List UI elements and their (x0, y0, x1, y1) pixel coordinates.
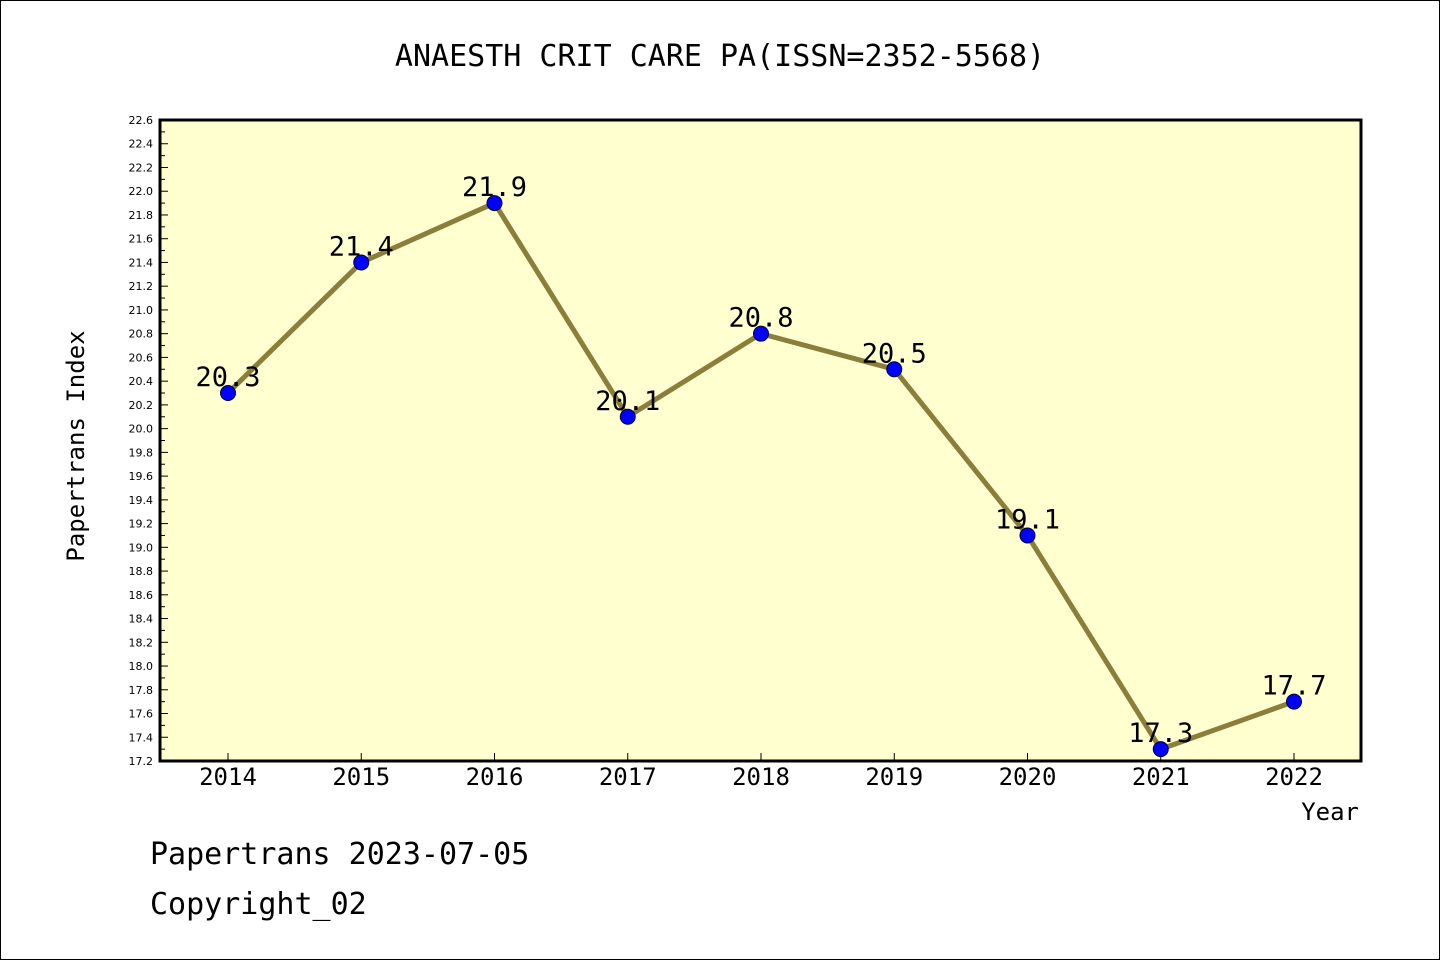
data-label: 20.3 (195, 362, 260, 393)
y-tick-label: 22.6 (129, 114, 154, 127)
x-tick-label: 2019 (865, 763, 923, 791)
y-tick-label: 22.0 (129, 185, 154, 198)
data-label: 20.1 (595, 386, 660, 417)
y-tick-label: 18.0 (129, 660, 154, 673)
x-tick-label: 2020 (999, 763, 1057, 791)
x-tick-label: 2016 (466, 763, 524, 791)
data-point (486, 195, 503, 212)
y-tick-label: 22.2 (129, 161, 154, 174)
y-tick-label: 19.2 (129, 518, 154, 531)
data-points-group (220, 195, 1302, 758)
x-tick-label: 2014 (199, 763, 257, 791)
y-tick-label: 20.6 (129, 351, 154, 364)
y-tick-label: 21.6 (129, 233, 154, 246)
y-tick-label: 20.8 (129, 328, 154, 341)
y-tick-label: 19.0 (129, 541, 154, 554)
y-tick-label: 18.8 (129, 565, 154, 578)
footer-date: Papertrans 2023-07-05 (150, 837, 529, 872)
y-tick-label: 18.2 (129, 636, 154, 649)
data-label: 19.1 (995, 504, 1060, 535)
data-point (1019, 527, 1036, 544)
data-point (619, 408, 636, 425)
data-label: 20.5 (862, 338, 927, 369)
y-tick-label: 17.8 (129, 684, 154, 697)
x-tick-label: 2015 (332, 763, 390, 791)
y-axis-label: Papertrans Index (62, 330, 90, 561)
x-tick-label: 2018 (732, 763, 790, 791)
data-label: 21.9 (462, 172, 527, 203)
chart-title: ANAESTH CRIT CARE PA(ISSN=2352-5568) (395, 39, 1045, 74)
data-labels-group: 20.3 21.4 21.9 20.1 20.8 20.5 19.1 17.3 17.7 (195, 172, 1326, 749)
x-axis-label: Year (1301, 798, 1359, 826)
plot-area (158, 118, 1363, 763)
data-label: 17.7 (1261, 671, 1326, 702)
x-tick-label: 2022 (1265, 763, 1323, 791)
y-tick-label: 22.4 (129, 138, 154, 151)
x-tick-label: 2021 (1132, 763, 1190, 791)
data-point (1286, 693, 1302, 710)
data-label: 20.8 (728, 303, 793, 334)
y-tick-label: 17.6 (129, 708, 154, 721)
y-tick-label: 19.6 (129, 470, 154, 483)
footer-copyright: Copyright_02 (150, 887, 367, 922)
y-tick-label: 20.4 (129, 375, 154, 388)
data-point (353, 254, 370, 271)
y-tick-label: 19.4 (129, 494, 154, 507)
y-tick-label: 21.4 (129, 256, 154, 269)
y-tick-label: 19.8 (129, 446, 154, 459)
y-axis-ticks: 17.2 17.4 17.6 17.8 18.0 18.2 18.4 18.6 18.8 19.0… (129, 114, 168, 768)
y-tick-label: 18.4 (129, 613, 154, 626)
data-label: 21.4 (329, 231, 394, 262)
data-label: 17.3 (1128, 718, 1193, 749)
data-point (886, 361, 903, 378)
x-axis-ticks: 2014 2015 2016 2017 2018 2019 2020 2021 2022 (199, 753, 1323, 791)
data-point (220, 385, 236, 402)
y-tick-label: 21.8 (129, 209, 154, 222)
y-tick-label: 21.2 (129, 280, 154, 293)
y-tick-label: 17.4 (129, 731, 154, 744)
y-tick-label: 21.0 (129, 304, 154, 317)
y-tick-label: 20.2 (129, 399, 154, 412)
y-tick-label: 17.2 (129, 755, 154, 768)
y-tick-label: 20.0 (129, 423, 154, 436)
x-tick-label: 2017 (599, 763, 657, 791)
y-tick-label: 18.6 (129, 589, 154, 602)
data-point (1152, 741, 1169, 758)
data-point (753, 325, 769, 342)
